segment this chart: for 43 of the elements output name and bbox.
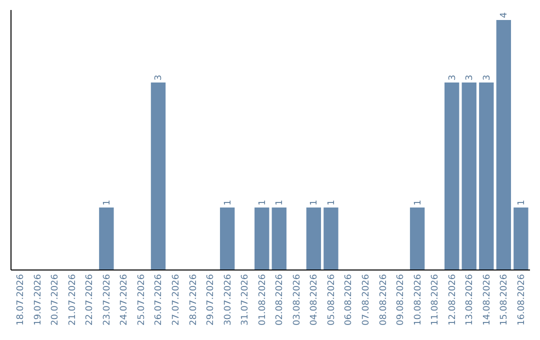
x-tick-label: 25.07.2026 xyxy=(136,274,147,326)
x-tick-label: 16.08.2026 xyxy=(516,274,527,326)
data-label: 1 xyxy=(310,200,320,206)
data-label: 3 xyxy=(448,74,458,80)
data-label: 3 xyxy=(482,74,492,80)
data-label: 1 xyxy=(258,200,268,206)
x-tick-label: 09.08.2026 xyxy=(396,274,406,326)
x-tick-label: 13.08.2026 xyxy=(465,274,476,326)
data-label: 1 xyxy=(413,200,424,206)
x-tick-label: 04.08.2026 xyxy=(310,274,320,326)
x-tick-label: 31.07.2026 xyxy=(240,274,251,326)
x-tick-label: 20.07.2026 xyxy=(50,274,61,326)
x-tick-label: 11.08.2026 xyxy=(430,274,441,326)
x-tick-label: 10.08.2026 xyxy=(413,274,424,326)
x-tick-label: 05.08.2026 xyxy=(326,274,337,326)
x-tick-label: 30.07.2026 xyxy=(223,274,234,326)
x-tick-label: 26.07.2026 xyxy=(154,274,164,326)
x-tick-label: 23.07.2026 xyxy=(102,274,112,326)
x-tick-label: 21.07.2026 xyxy=(68,274,78,326)
x-tick-label: 07.08.2026 xyxy=(361,274,372,326)
x-tick-label: 06.08.2026 xyxy=(344,274,354,326)
data-label: 1 xyxy=(275,200,286,206)
x-tick-label: 22.07.2026 xyxy=(85,274,96,326)
x-tick-label: 19.07.2026 xyxy=(33,274,44,326)
data-label: 3 xyxy=(465,74,476,80)
x-tick-label: 12.08.2026 xyxy=(448,274,458,326)
data-label: 1 xyxy=(326,200,337,206)
data-label: 1 xyxy=(516,200,527,206)
x-tick-label: 27.07.2026 xyxy=(172,274,182,326)
x-tick-label: 18.07.2026 xyxy=(16,274,26,326)
data-label: 3 xyxy=(154,74,164,80)
x-tick-label: 29.07.2026 xyxy=(206,274,216,326)
data-label: 1 xyxy=(102,200,112,206)
data-label: 1 xyxy=(223,200,234,206)
x-tick-label: 28.07.2026 xyxy=(188,274,199,326)
x-tick-label: 08.08.2026 xyxy=(378,274,389,326)
x-tick-label: 15.08.2026 xyxy=(500,274,510,326)
x-tick-label: 01.08.2026 xyxy=(258,274,268,326)
x-tick-label: 02.08.2026 xyxy=(275,274,286,326)
x-tick-label: 24.07.2026 xyxy=(120,274,130,326)
data-label: 4 xyxy=(500,12,510,18)
x-tick-label: 14.08.2026 xyxy=(482,274,492,326)
x-tick-label: 03.08.2026 xyxy=(292,274,302,326)
